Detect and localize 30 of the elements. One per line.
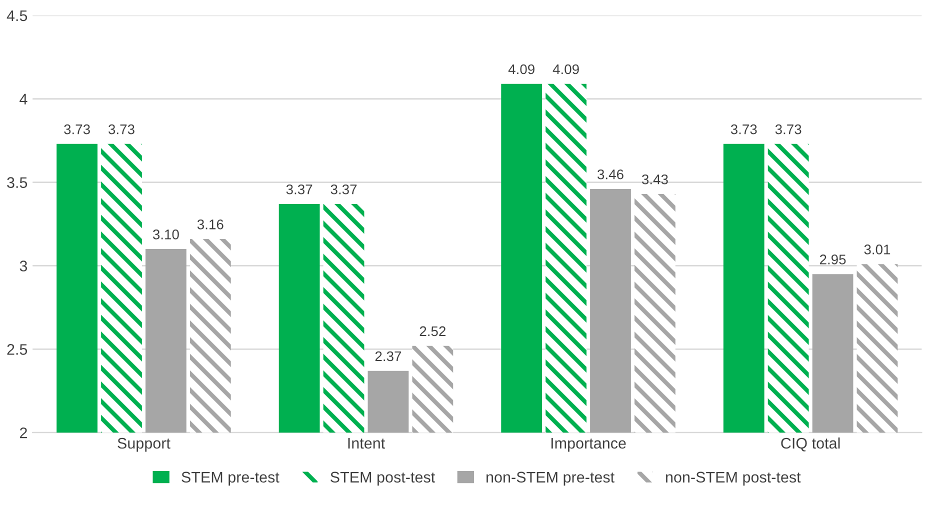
y-tick-label: 2.5: [7, 344, 28, 355]
data-label: 3.73: [730, 124, 757, 134]
data-label: 2.52: [420, 326, 446, 336]
data-label: 3.10: [152, 230, 179, 240]
legend-label: non-STEM pre-test: [486, 472, 614, 486]
x-tick-label: Importance: [551, 438, 626, 452]
y-tick-label: 2: [20, 427, 27, 438]
y-tick-label: 3: [20, 260, 28, 272]
x-tick-label: Support: [118, 438, 170, 452]
legend-label: STEM post-test: [330, 472, 435, 486]
data-label: 3.37: [286, 184, 312, 194]
x-tick-label: CIQ total: [781, 437, 840, 452]
data-label: 3.43: [642, 174, 668, 184]
legend-label: STEM pre-test: [182, 472, 280, 486]
data-label: 3.73: [108, 124, 134, 134]
data-label: 3.01: [864, 244, 890, 254]
data-label: 2.95: [820, 254, 846, 264]
legend-label: non-STEM post-test: [666, 472, 801, 486]
y-tick-label: 3.5: [7, 177, 28, 188]
x-tick-label: Intent: [348, 438, 385, 449]
data-label: 3.46: [598, 169, 624, 180]
data-label: 4.09: [508, 64, 534, 74]
y-tick-label: 4.5: [6, 10, 28, 22]
data-label: 4.09: [552, 64, 579, 74]
data-label: 2.37: [375, 351, 402, 362]
y-tick-label: 4: [20, 94, 28, 104]
data-label: 3.73: [775, 124, 802, 134]
data-label: 3.16: [197, 220, 224, 230]
data-label: 3.37: [330, 184, 357, 194]
data-label: 3.73: [64, 124, 90, 134]
